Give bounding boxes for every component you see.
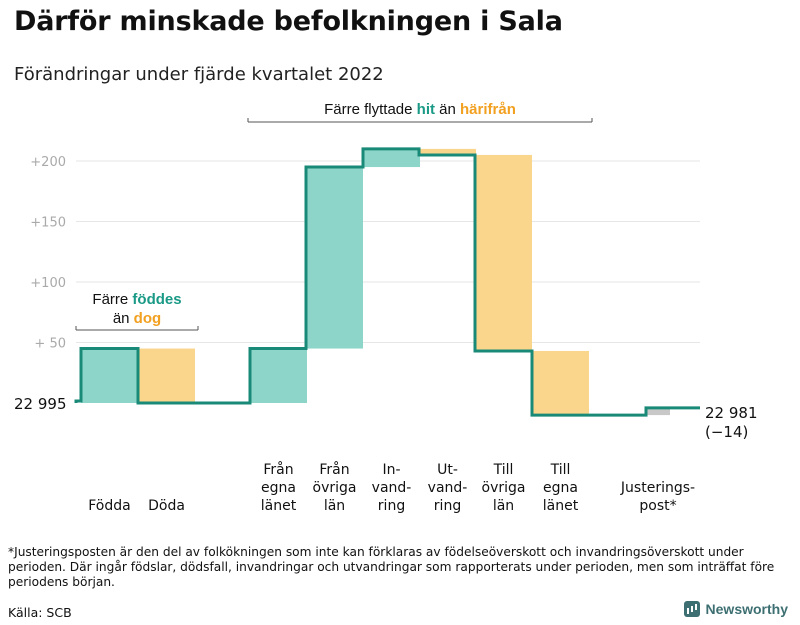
brand-logo: Newsworthy (683, 601, 788, 617)
category-label: Döda (148, 498, 185, 514)
chart-subtitle: Förändringar under fjärde kvartalet 2022 (14, 64, 384, 85)
chart-title: Därför minskade befolkningen i Sala (14, 6, 563, 37)
annotation-left-line1: Färre föddes (92, 291, 181, 308)
category-label: Från (263, 461, 293, 478)
waterfall-bar (250, 348, 307, 403)
waterfall-bar (532, 350, 589, 416)
category-label: övriga (482, 480, 526, 496)
annotation-top: Färre flyttade hit än härifrån (324, 101, 516, 118)
category-label: In- (382, 462, 400, 478)
category-label: vand- (428, 480, 468, 496)
category-label: länet (543, 498, 579, 514)
waterfall-chart: + 50 +100 +150 +200 22 995 22 981(−14) Födda D… (14, 101, 758, 514)
waterfall-bar (138, 348, 195, 403)
category-label: Till (550, 462, 571, 478)
category-label: övriga (313, 480, 357, 496)
category-label: egna (543, 480, 578, 496)
category-label: län (493, 498, 514, 514)
waterfall-bar (363, 148, 420, 168)
category-label: Till (493, 462, 514, 478)
waterfall-bar (81, 348, 138, 403)
brand-name: Newsworthy (705, 601, 788, 617)
y-tick-label: +100 (30, 276, 66, 291)
end-change-label: (−14) (705, 423, 748, 441)
category-label: egna (261, 480, 296, 496)
category-label: ring (434, 498, 461, 514)
category-label: vand- (372, 480, 412, 496)
end-value-label: 22 981 (705, 404, 758, 422)
category-label: Ut- (437, 462, 458, 478)
waterfall-bar (475, 154, 532, 351)
cumulative-step-line (74, 147, 700, 417)
y-tick-label: +200 (30, 155, 66, 170)
footnote: *Justeringsposten är den del av folkökni… (8, 545, 775, 589)
category-label: Justerings- (620, 480, 695, 496)
chart-logo-icon (683, 601, 700, 617)
y-tick-label: +150 (30, 216, 66, 231)
start-value-label: 22 995 (14, 395, 67, 413)
waterfall-bar (419, 148, 476, 155)
source: Källa: SCB (8, 605, 72, 620)
annotation-left-line2: än dog (113, 310, 161, 327)
waterfall-bar (306, 167, 363, 349)
y-tick-label: + 50 (34, 337, 66, 352)
category-label: ring (378, 498, 405, 514)
category-label: Födda (88, 498, 130, 514)
category-label: länet (261, 498, 297, 514)
waterfall-bar (646, 407, 670, 416)
category-label: post* (639, 498, 676, 514)
category-label: län (324, 498, 345, 514)
category-label: Från (319, 461, 349, 478)
